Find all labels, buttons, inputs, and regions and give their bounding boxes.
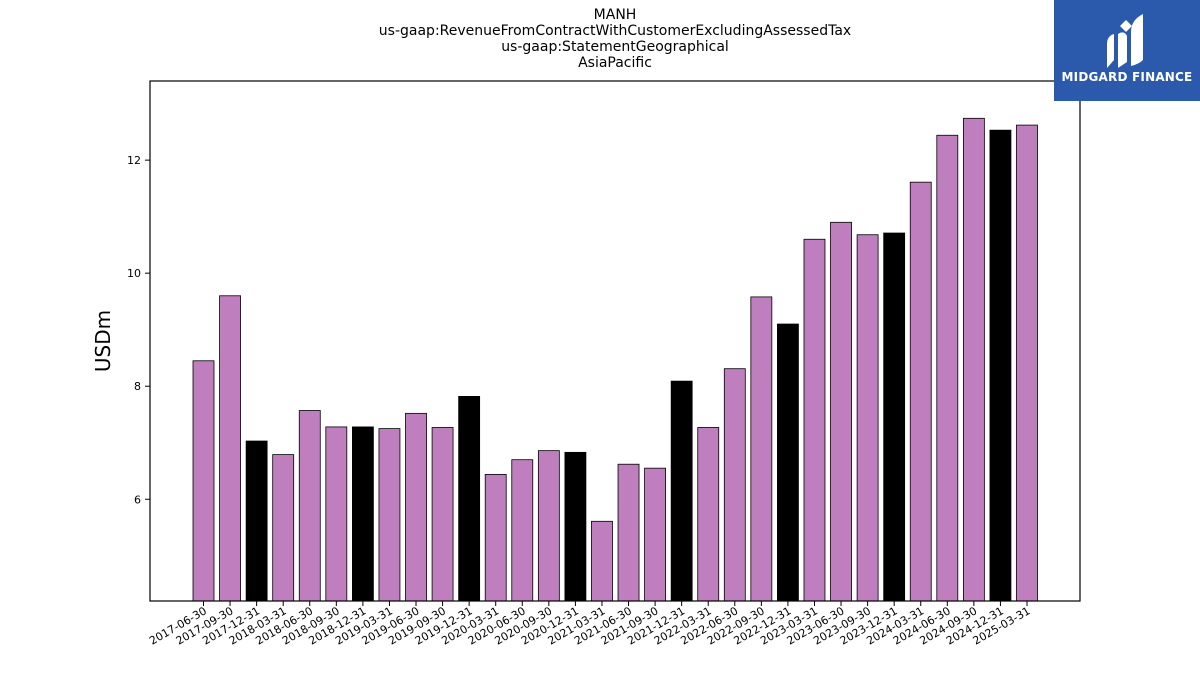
bar-2017-06-30 (192, 360, 215, 602)
bar-2024-03-31 (909, 181, 932, 602)
bar-2023-12-31 (883, 232, 906, 602)
bar-2018-12-31 (351, 426, 374, 602)
bar-2018-06-30 (298, 410, 321, 602)
chart-title-line-4: AsiaPacific (578, 55, 652, 71)
midgard-logo-icon (1107, 14, 1143, 68)
y-axis-label: USDm (91, 310, 115, 372)
bar-2021-09-30 (644, 467, 666, 602)
bar-2025-03-31 (1016, 124, 1038, 602)
chart-title-line-1: MANH (593, 7, 637, 23)
midgard-finance-logo: MIDGARD FINANCE (1054, 0, 1200, 101)
y-tick-label: 8 (134, 380, 141, 393)
bar-2019-12-31 (458, 395, 481, 602)
plot-frame (149, 80, 1081, 602)
bar-2019-06-30 (405, 412, 427, 602)
bar-2024-09-30 (962, 117, 985, 602)
bar-2023-06-30 (830, 221, 852, 602)
bar-2018-03-31 (272, 454, 295, 602)
bar-2020-06-30 (511, 459, 534, 602)
bar-2020-12-31 (564, 451, 587, 602)
bar-2022-03-31 (697, 427, 720, 602)
y-tick-label: 6 (134, 493, 141, 506)
bar-2020-09-30 (537, 450, 560, 602)
bar-2019-09-30 (431, 427, 454, 602)
bar-2021-06-30 (617, 463, 640, 602)
bar-2023-09-30 (856, 234, 879, 602)
bar-2020-03-31 (484, 473, 507, 602)
bar-2024-06-30 (936, 134, 959, 602)
bar-2022-12-31 (777, 323, 799, 602)
bar-2021-12-31 (670, 380, 693, 602)
bar-2017-09-30 (219, 295, 241, 602)
logo-text: MIDGARD FINANCE (1061, 70, 1193, 84)
bar-2024-12-31 (989, 129, 1012, 602)
bar-2022-06-30 (723, 368, 746, 602)
bar-2019-03-31 (378, 428, 401, 602)
y-tick-label: 10 (127, 267, 141, 280)
bar-2017-12-31 (245, 440, 268, 602)
bar-2022-09-30 (750, 296, 773, 602)
bar-2021-03-31 (591, 520, 613, 602)
bar-2023-03-31 (803, 238, 826, 602)
bar-2018-09-30 (325, 426, 348, 602)
chart-title-line-3: us-gaap:StatementGeographical (501, 39, 729, 55)
chart-title-line-2: us-gaap:RevenueFromContractWithCustomerE… (378, 23, 852, 39)
y-tick-label: 12 (127, 154, 141, 167)
